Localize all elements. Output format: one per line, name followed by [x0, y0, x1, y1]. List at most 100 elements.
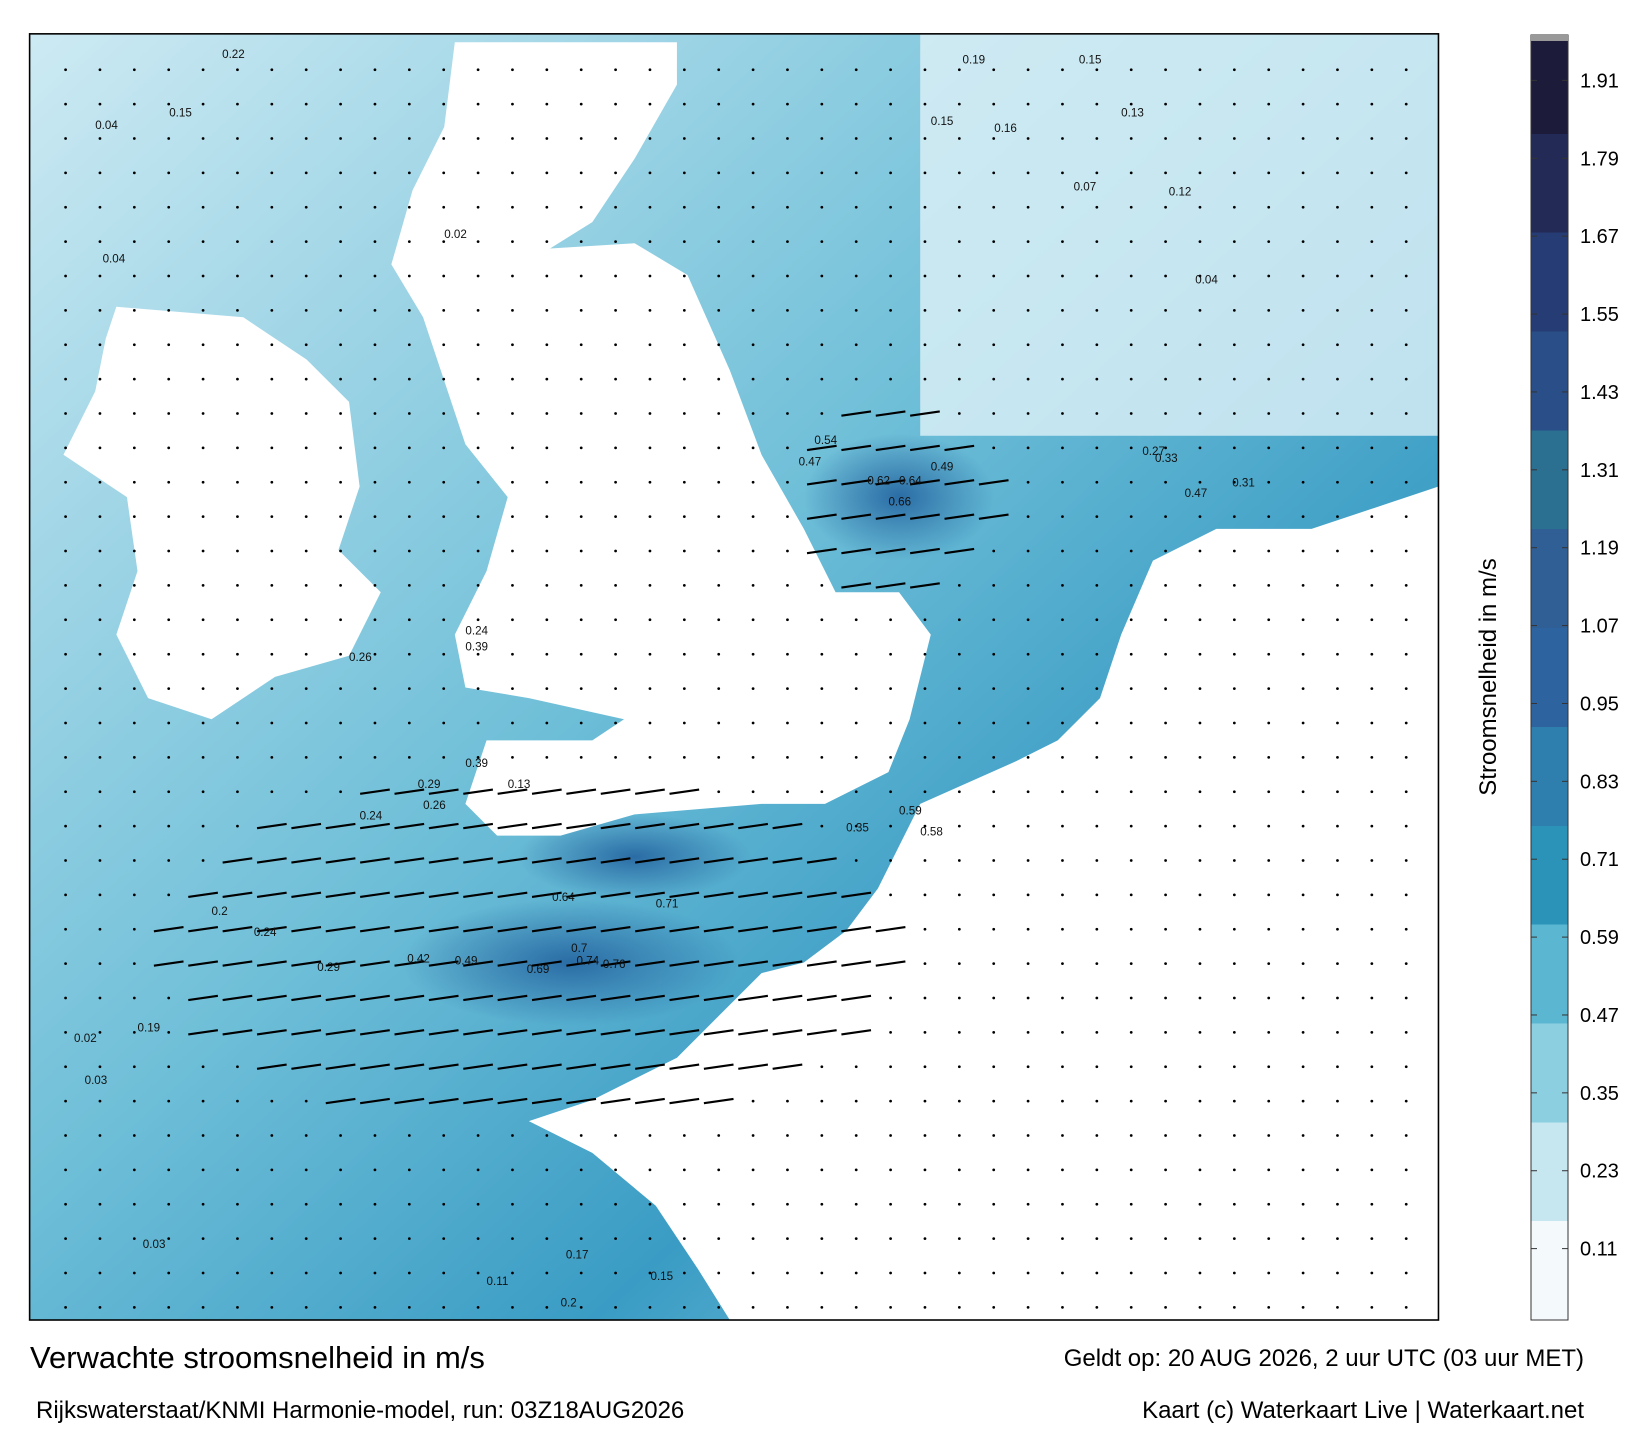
- current-dot: [1267, 721, 1271, 725]
- current-dot: [889, 274, 892, 278]
- current-arrow: [634, 926, 665, 933]
- current-dot: [854, 102, 858, 106]
- current-dot: [270, 377, 274, 381]
- current-arrow: [875, 444, 906, 452]
- current-dot: [1267, 1202, 1271, 1206]
- current-dot: [1301, 996, 1305, 1000]
- current-dot: [304, 446, 308, 450]
- current-dot: [1061, 893, 1064, 897]
- current-dot: [373, 68, 377, 72]
- current-dot: [1336, 1030, 1339, 1034]
- current-arrow: [841, 960, 872, 967]
- current-dot: [167, 412, 171, 415]
- current-dot: [1061, 446, 1064, 450]
- current-dot: [545, 652, 549, 656]
- colorbar-tick-label: 1.55: [1580, 304, 1619, 326]
- current-dot: [64, 962, 67, 965]
- current-dot: [1232, 1237, 1236, 1240]
- current-dot: [167, 1305, 171, 1309]
- current-dot: [132, 480, 136, 484]
- current-dot: [889, 618, 892, 622]
- current-arrow: [978, 513, 1009, 520]
- current-arrow: [359, 857, 390, 864]
- current-dot: [1301, 893, 1305, 897]
- current-arrow: [291, 891, 322, 898]
- current-dot: [545, 1168, 549, 1172]
- current-dot: [717, 480, 721, 484]
- current-arrow: [256, 1029, 287, 1036]
- current-dot: [1026, 102, 1030, 106]
- current-dot: [1164, 480, 1167, 484]
- current-dot: [407, 618, 411, 622]
- current-dot: [1267, 618, 1271, 622]
- current-dot: [1026, 549, 1030, 553]
- current-dot: [957, 377, 961, 381]
- speed-label: 0.47: [799, 455, 822, 468]
- current-dot: [1198, 1305, 1202, 1309]
- current-dot: [304, 137, 308, 140]
- current-dot: [957, 824, 961, 828]
- current-dot: [167, 1271, 171, 1275]
- current-dot: [1198, 68, 1202, 72]
- current-arrow: [531, 857, 562, 864]
- current-dot: [717, 377, 721, 381]
- current-dot: [98, 240, 102, 244]
- current-dot: [1232, 68, 1236, 72]
- current-dot: [1198, 859, 1202, 862]
- current-dot: [1267, 1099, 1271, 1103]
- current-dot: [614, 515, 617, 519]
- current-dot: [98, 171, 102, 175]
- current-dot: [1232, 171, 1236, 175]
- current-dot: [957, 652, 961, 656]
- current-dot: [1026, 68, 1030, 72]
- current-dot: [476, 618, 480, 622]
- current-dot: [1095, 1065, 1099, 1069]
- current-dot: [820, 824, 824, 828]
- current-dot: [132, 1065, 136, 1069]
- current-dot: [167, 446, 171, 450]
- current-dot: [545, 343, 549, 347]
- current-dot: [1404, 412, 1408, 415]
- current-dot: [957, 859, 961, 862]
- current-dot: [1129, 1305, 1133, 1309]
- current-dot: [579, 721, 583, 725]
- current-dot: [751, 549, 755, 553]
- current-dot: [511, 652, 514, 656]
- current-dot: [201, 1099, 205, 1103]
- current-dot: [1164, 1030, 1167, 1034]
- current-dot: [270, 480, 274, 484]
- current-dot: [1336, 893, 1339, 897]
- current-dot: [992, 721, 996, 725]
- speed-label: 0.15: [931, 115, 954, 128]
- current-dot: [407, 1305, 411, 1309]
- current-dot: [373, 343, 377, 347]
- current-dot: [545, 549, 549, 553]
- current-dot: [1026, 824, 1030, 828]
- current-arrow: [222, 994, 253, 1002]
- current-dot: [1129, 137, 1133, 140]
- current-dot: [407, 102, 411, 106]
- current-dot: [614, 377, 617, 381]
- current-dot: [889, 1065, 892, 1069]
- current-dot: [648, 68, 652, 72]
- current-arrow: [463, 994, 494, 1002]
- current-dot: [511, 515, 514, 519]
- current-dot: [1370, 1030, 1374, 1034]
- current-dot: [648, 1237, 652, 1240]
- current-dot: [1198, 515, 1202, 519]
- current-dot: [1301, 755, 1305, 759]
- fast-current: [803, 433, 995, 561]
- current-dot: [614, 171, 617, 175]
- current-dot: [854, 274, 858, 278]
- current-dot: [889, 721, 892, 725]
- current-dot: [1404, 343, 1408, 347]
- current-dot: [648, 137, 652, 140]
- current-dot: [476, 584, 480, 587]
- current-dot: [1404, 102, 1408, 106]
- current-dot: [957, 755, 961, 759]
- current-dot: [132, 240, 136, 244]
- speed-label: 0.71: [656, 898, 679, 911]
- speed-label: 0.04: [95, 119, 118, 132]
- current-dot: [957, 205, 961, 209]
- current-dot: [992, 962, 996, 965]
